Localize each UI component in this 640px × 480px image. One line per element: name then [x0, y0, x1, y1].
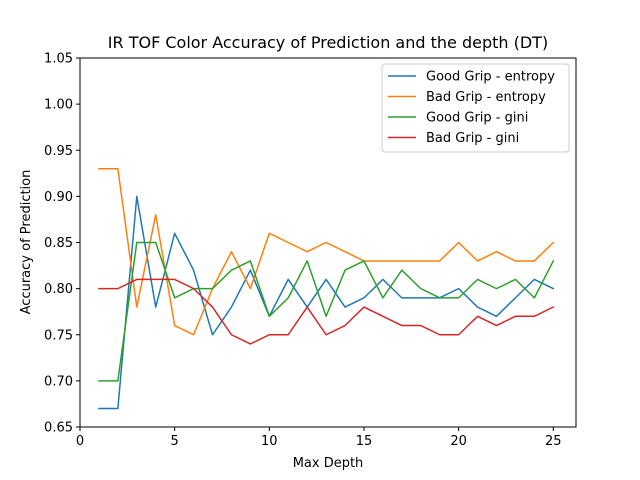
- y-tick-label: 1.05: [44, 52, 73, 67]
- legend-box: [381, 63, 570, 153]
- x-tick-label: 5: [171, 434, 179, 449]
- y-axis: 0.65 0.70 0.75 0.80 0.85 0.90 0.95 1.00 1.05: [44, 52, 80, 436]
- y-tick-label: 0.75: [44, 328, 73, 343]
- y-tick-label: 0.80: [44, 282, 73, 297]
- x-axis: 0 5 10 15 20 25: [76, 427, 562, 449]
- x-tick-label: 20: [450, 434, 467, 449]
- y-axis-label: Accuracy of Prediction: [19, 170, 34, 315]
- series-layer: [98, 167, 555, 410]
- chart-title: IR TOF Color Accuracy of Prediction and …: [108, 33, 548, 52]
- y-tick-label: 0.95: [44, 144, 73, 159]
- y-tick-label: 0.90: [44, 190, 73, 205]
- x-tick-label: 10: [261, 434, 278, 449]
- series-line-2: [98, 167, 555, 336]
- legend-label: Good Grip - entropy: [426, 70, 555, 85]
- y-tick-label: 1.00: [44, 98, 73, 113]
- x-tick-label: 25: [545, 434, 562, 449]
- y-tick-label: 0.85: [44, 236, 73, 251]
- legend-label: Bad Grip - gini: [426, 131, 519, 146]
- series-line-3: [98, 241, 555, 382]
- series-line-1: [98, 195, 555, 410]
- x-tick-label: 15: [356, 434, 373, 449]
- x-axis-label: Max Depth: [293, 456, 364, 471]
- y-tick-label: 0.70: [44, 374, 73, 389]
- y-tick-label: 0.65: [44, 421, 73, 436]
- series-line-4: [98, 278, 555, 345]
- x-tick-label: 0: [76, 434, 84, 449]
- legend-label: Bad Grip - entropy: [426, 90, 546, 105]
- legend: Good Grip - entropy Bad Grip - entropy Goo…: [381, 63, 570, 153]
- legend-label: Good Grip - gini: [426, 111, 528, 126]
